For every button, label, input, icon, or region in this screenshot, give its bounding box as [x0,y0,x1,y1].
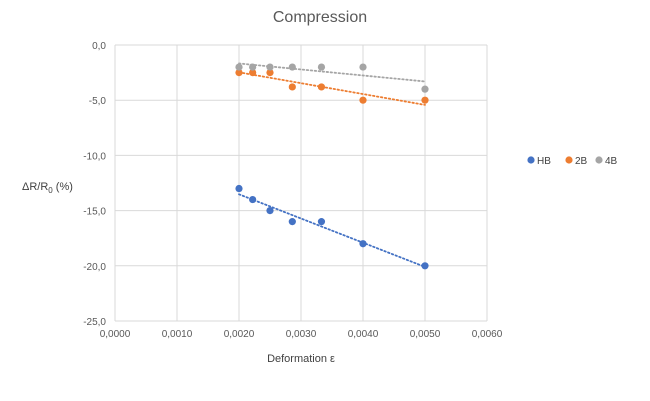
data-point-hb [249,195,257,204]
data-point-4b [421,85,429,93]
data-point-4b [317,63,326,71]
data-point-hb [317,218,326,226]
x-axis-title: Deformation ε [267,353,335,365]
y-axis-title-subscript: 0 [48,186,53,195]
data-point-hb [235,184,243,193]
data-point-4b [249,63,257,71]
data-point-hb [359,240,367,248]
y-axis-title-unit: (%) [53,181,73,193]
data-point-4b [266,63,274,71]
x-tick-label: 0,0060 [472,329,503,340]
data-point-hb [288,218,296,226]
data-point-hb [266,207,274,215]
y-axis-title-main: ΔR/R [22,181,48,193]
chart-title: Compression [273,9,367,26]
x-tick-label: 0,0050 [410,329,441,340]
data-point-2b [359,96,367,104]
x-tick-label: 0,0020 [224,329,255,340]
legend-label-4b: 4B [605,156,618,167]
data-point-2b [317,83,326,91]
data-point-4b [235,63,243,71]
data-point-2b [288,83,296,91]
trendline-hb [238,193,426,268]
y-tick-label: -20,0 [83,262,106,273]
y-axis-title: ΔR/R0 (%) [22,181,73,195]
data-points [235,63,429,270]
legend-marker-2b [565,156,573,164]
x-tick-label: 0,0040 [348,329,379,340]
gridlines [114,44,488,322]
legend-label-hb: HB [537,156,551,167]
legend-marker-4b [595,156,603,164]
y-axis-ticks: 0,0 -5,0 -10,0 -15,0 -20,0 -25,0 [83,41,106,328]
trendlines [238,62,426,268]
x-tick-label: 0,0010 [162,329,193,340]
legend-marker-hb [527,156,535,164]
y-tick-label: -10,0 [83,151,106,162]
data-point-2b [266,69,274,77]
x-tick-label: 0,0000 [100,329,131,340]
data-point-2b [249,69,257,77]
data-point-2b [235,69,243,77]
y-tick-label: -25,0 [83,317,106,328]
y-tick-label: 0,0 [92,41,106,52]
data-point-4b [288,63,296,71]
legend: HB 2B 4B [527,156,618,167]
y-tick-label: -5,0 [89,96,107,107]
legend-label-2b: 2B [575,156,588,167]
data-point-4b [359,63,367,71]
x-axis-ticks: 0,0000 0,0010 0,0020 0,0030 0,0040 0,0050 0,00… [100,329,503,340]
x-tick-label: 0,0030 [286,329,317,340]
y-tick-label: -15,0 [83,207,106,218]
trendline-2b [238,71,426,106]
data-point-2b [421,96,429,104]
data-point-hb [421,262,429,270]
